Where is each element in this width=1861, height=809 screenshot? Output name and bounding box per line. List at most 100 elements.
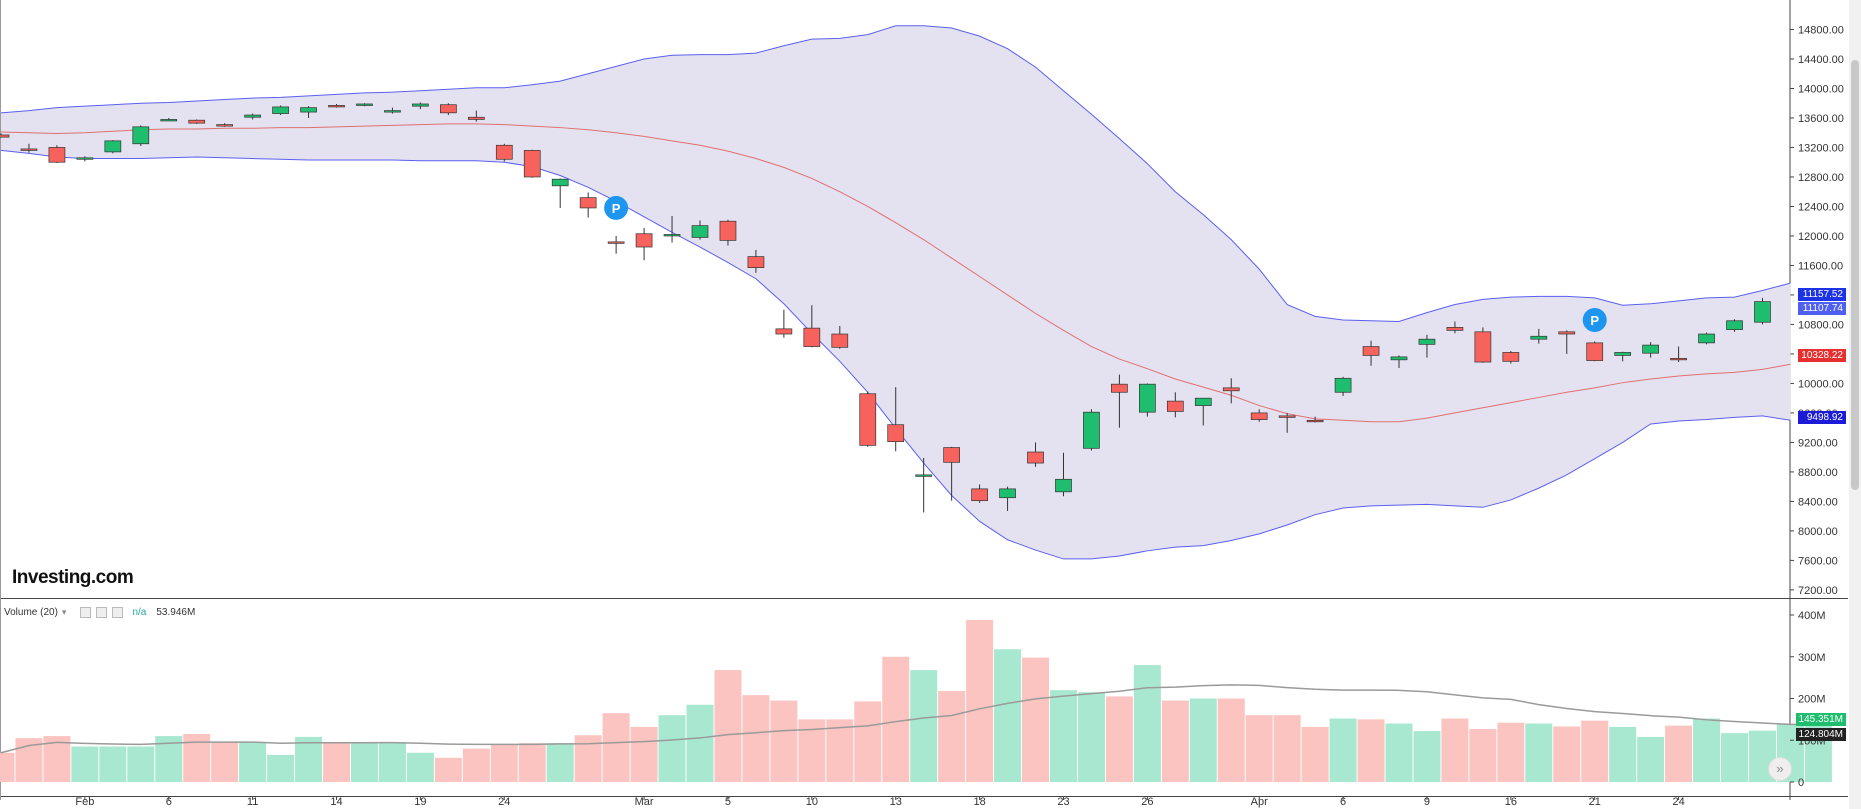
price-tick-label: 12400.00 xyxy=(1798,201,1844,213)
close-icon[interactable] xyxy=(112,607,124,618)
candle xyxy=(1334,376,1352,396)
last-price-tag: 11107.74 xyxy=(1798,302,1846,315)
volume-legend: Volume (20) ▾ n/a 53.946M xyxy=(4,607,195,618)
candle-body xyxy=(0,134,10,138)
price-tick-label: 8800.00 xyxy=(1798,467,1838,479)
volume-bars xyxy=(0,620,1832,782)
volume-bar xyxy=(574,735,602,782)
volume-bar xyxy=(239,742,267,782)
volume-bar xyxy=(966,620,994,782)
price-tick-label: 13600.00 xyxy=(1798,113,1844,125)
candle xyxy=(132,125,150,146)
candle xyxy=(579,192,597,218)
volume-bar xyxy=(350,742,378,782)
event-marker[interactable]: P xyxy=(604,195,629,220)
candle-body xyxy=(859,393,877,446)
candle xyxy=(663,216,681,243)
candle xyxy=(1139,383,1156,417)
candle xyxy=(775,309,793,338)
volume-bar xyxy=(1497,722,1525,782)
candle xyxy=(887,387,905,452)
volume-bar xyxy=(1413,731,1441,782)
price-tick-label: 8400.00 xyxy=(1798,496,1838,508)
candle-body xyxy=(775,328,793,335)
candle xyxy=(384,107,401,114)
candle xyxy=(1278,412,1296,433)
candle xyxy=(1698,332,1715,345)
candle xyxy=(1166,392,1184,418)
middle-band-line xyxy=(0,123,1791,423)
volume-bar xyxy=(1217,698,1245,782)
event-markers[interactable]: PP xyxy=(604,195,1607,333)
candle-body xyxy=(495,144,513,160)
candle xyxy=(160,117,178,122)
candle-body xyxy=(272,106,289,114)
volume-bar xyxy=(1105,696,1133,782)
candle-body xyxy=(1194,397,1212,406)
candle xyxy=(104,140,122,154)
candle-body xyxy=(132,126,150,145)
date-tick-label: 11 xyxy=(247,796,258,808)
candle xyxy=(356,103,373,107)
hide-icon[interactable] xyxy=(96,607,108,618)
price-tick-label: 14800.00 xyxy=(1798,24,1844,36)
marker-circle[interactable] xyxy=(1582,308,1607,333)
date-tick-label: 10 xyxy=(806,796,818,808)
date-tick-label: 6 xyxy=(1340,796,1346,808)
marker-label: P xyxy=(1590,313,1599,328)
candle xyxy=(272,105,289,116)
volume-tick-label: 300M xyxy=(1798,652,1826,664)
volume-tag: 145.351M xyxy=(1795,713,1846,726)
candle-body xyxy=(1055,478,1072,493)
marker-label: P xyxy=(612,201,621,216)
chevron-down-icon[interactable]: ▾ xyxy=(61,607,67,617)
volume-bar xyxy=(1693,718,1721,782)
date-tick-label: Mar xyxy=(635,796,654,808)
event-marker[interactable]: P xyxy=(1582,308,1607,333)
volume-bar xyxy=(462,748,490,782)
candle xyxy=(747,249,765,273)
volume-bar xyxy=(127,746,155,782)
candle-body xyxy=(1530,335,1548,340)
candle-body xyxy=(1083,411,1100,449)
volume-bar xyxy=(994,649,1022,782)
candle xyxy=(691,220,709,240)
volume-tick-label: 400M xyxy=(1798,610,1826,622)
candle xyxy=(412,102,429,110)
volume-bar xyxy=(630,726,658,782)
date-tick-label: 18 xyxy=(973,796,985,808)
candle xyxy=(1558,330,1576,354)
candle-body xyxy=(803,327,821,347)
candle xyxy=(635,227,653,261)
vertical-scrollbar[interactable] xyxy=(1849,0,1861,809)
candle xyxy=(328,103,345,108)
volume-bar xyxy=(378,742,406,782)
volume-bar xyxy=(882,656,910,782)
candle xyxy=(607,235,625,254)
volume-bar xyxy=(518,743,546,782)
candle-body xyxy=(635,233,653,248)
candle xyxy=(495,143,513,162)
volume-bar xyxy=(406,752,434,782)
candle xyxy=(719,219,737,246)
bollinger-bands xyxy=(0,25,1791,560)
candle-body xyxy=(691,225,709,238)
candle xyxy=(1250,409,1268,422)
candle-body xyxy=(1418,338,1436,345)
scroll-to-latest-button[interactable]: » xyxy=(1768,757,1792,781)
candle-body xyxy=(1306,419,1324,423)
volume-bar xyxy=(1189,698,1217,782)
candle-body xyxy=(1250,412,1268,420)
settings-icon[interactable] xyxy=(80,607,92,618)
volume-bar xyxy=(295,736,323,782)
candle xyxy=(1530,328,1548,344)
marker-circle[interactable] xyxy=(604,195,629,220)
volume-bar xyxy=(938,690,966,782)
scrollbar-thumb[interactable] xyxy=(1851,60,1859,490)
candle-body xyxy=(999,488,1016,499)
volume-ma-tag: 124.804M xyxy=(1795,728,1846,741)
volume-bar xyxy=(602,713,630,782)
volume-bar xyxy=(826,719,854,782)
volume-bar xyxy=(1553,726,1581,782)
